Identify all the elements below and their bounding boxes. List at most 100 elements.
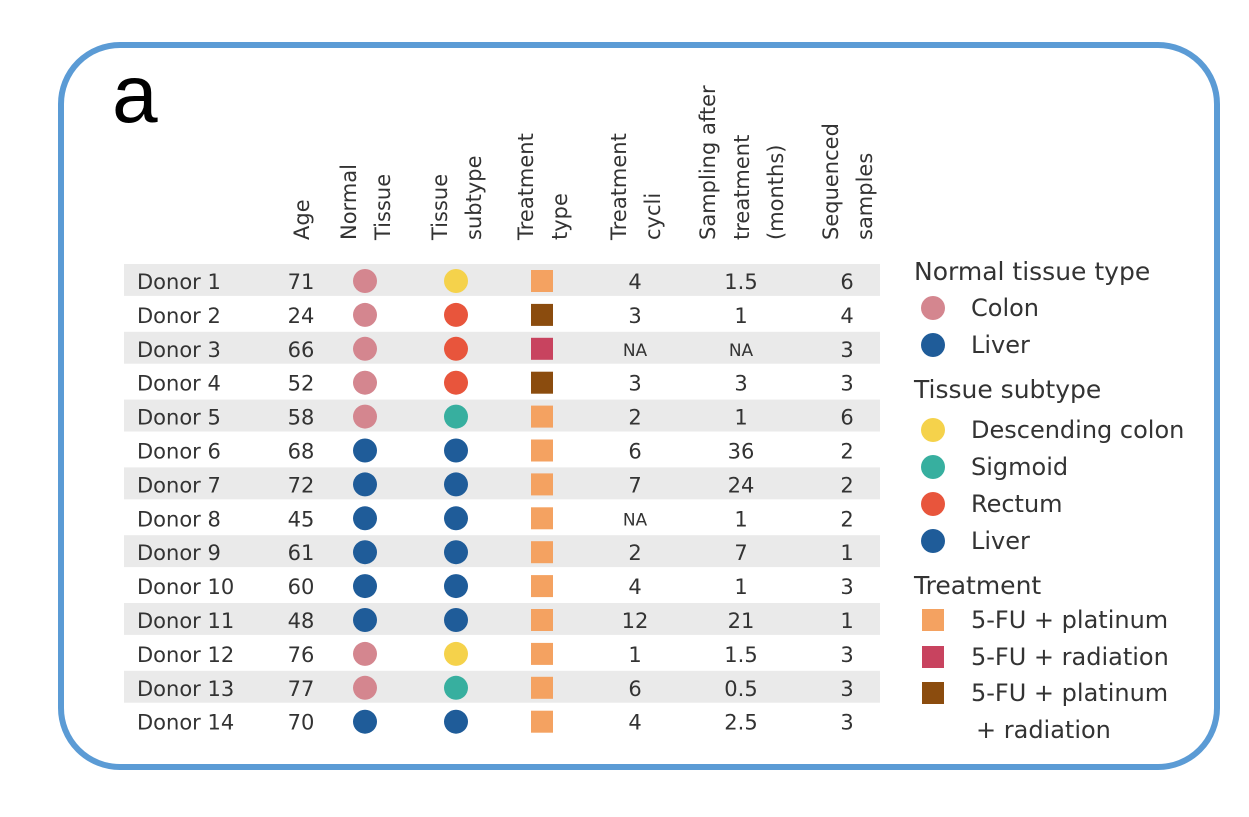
cell-treatment_cycli: 3: [628, 372, 641, 396]
normal-tissue-marker: [353, 269, 377, 293]
cell-age: 77: [288, 677, 315, 701]
normal-tissue-marker: [353, 574, 377, 599]
cell-sequenced_samples: 3: [840, 711, 853, 735]
legend-marker: [921, 333, 945, 357]
legend-label: Liver: [971, 331, 1030, 359]
donor-label: Donor 9: [137, 541, 221, 565]
cell-age: 58: [288, 406, 315, 430]
cell-age: 61: [288, 541, 315, 565]
row-stripe: [124, 535, 880, 568]
tissue-subtype-marker: [444, 336, 468, 361]
column-header-sequenced_samples: samples: [853, 153, 877, 240]
column-header-treatment_cycli: Treatment: [607, 133, 631, 241]
normal-tissue-marker: [353, 608, 377, 632]
treatment-marker: [531, 371, 553, 394]
normal-tissue-marker: [353, 302, 377, 327]
cell-treatment_cycli: 12: [622, 609, 649, 633]
treatment-marker: [531, 337, 553, 360]
cell-treatment_cycli: 1: [628, 643, 641, 667]
cell-treatment_cycli: 4: [628, 711, 641, 735]
donor-label: Donor 6: [137, 440, 221, 464]
treatment-marker: [531, 473, 553, 496]
cell-sampling_after_treatment: 7: [734, 541, 747, 565]
legend-marker: [921, 296, 945, 320]
treatment-marker: [531, 609, 553, 631]
column-header-normal_tissue: Normal: [337, 164, 361, 240]
donor-label: Donor 13: [137, 677, 234, 701]
row-stripe: [124, 264, 880, 296]
column-header-sampling_after_treatment: (months): [764, 145, 788, 240]
cell-treatment_cycli: 2: [628, 406, 641, 430]
cell-age: 66: [288, 338, 315, 362]
normal-tissue-marker: [353, 472, 377, 497]
tissue-subtype-marker: [444, 269, 468, 293]
cell-treatment_cycli: 6: [628, 440, 641, 464]
donor-label: Donor 7: [137, 473, 221, 497]
cell-sequenced_samples: 3: [840, 372, 853, 396]
cell-sampling_after_treatment: 1: [734, 575, 747, 599]
normal-tissue-marker: [353, 404, 377, 429]
donor-label: Donor 14: [137, 711, 234, 735]
normal-tissue-marker: [353, 506, 377, 531]
treatment-marker: [531, 541, 553, 564]
treatment-marker: [531, 303, 553, 326]
legend-title: Treatment: [913, 571, 1041, 600]
cell-age: 24: [288, 304, 315, 328]
cell-sampling_after_treatment: 2.5: [724, 711, 757, 735]
legend-label: 5-FU + radiation: [971, 643, 1169, 671]
cell-sequenced_samples: 1: [840, 609, 853, 633]
donor-label: Donor 11: [137, 609, 234, 633]
legend-marker: [921, 418, 945, 442]
cell-treatment_cycli: 2: [628, 541, 641, 565]
cell-age: 70: [288, 711, 315, 735]
legend-label: Colon: [971, 294, 1039, 322]
normal-tissue-marker: [353, 641, 377, 666]
cell-sequenced_samples: 3: [840, 338, 853, 362]
cell-treatment_cycli: 4: [628, 575, 641, 599]
tissue-subtype-marker: [444, 608, 468, 632]
cell-sampling_after_treatment: 3: [734, 372, 747, 396]
tissue-subtype-marker: [444, 506, 468, 531]
cell-sequenced_samples: 3: [840, 677, 853, 701]
column-header-normal_tissue: Tissue: [371, 174, 395, 241]
normal-tissue-marker: [353, 370, 377, 395]
legend-label: Liver: [971, 527, 1030, 555]
cell-sampling_after_treatment: 0.5: [724, 677, 757, 701]
normal-tissue-marker: [353, 438, 377, 463]
donor-label: Donor 1: [137, 270, 221, 294]
tissue-subtype-marker: [444, 540, 468, 565]
legend-label: Rectum: [971, 490, 1063, 518]
normal-tissue-marker: [353, 540, 377, 565]
donor-label: Donor 12: [137, 643, 234, 667]
tissue-subtype-marker: [444, 370, 468, 395]
column-header-tissue_subtype: subtype: [462, 156, 486, 241]
treatment-marker: [531, 507, 553, 530]
normal-tissue-marker: [353, 336, 377, 361]
cell-sampling_after_treatment: 36: [728, 440, 755, 464]
row-stripe: [124, 603, 880, 635]
cell-sampling_after_treatment: 1: [734, 406, 747, 430]
tissue-subtype-marker: [444, 302, 468, 327]
tissue-subtype-marker: [444, 574, 468, 599]
cell-age: 71: [288, 270, 315, 294]
treatment-marker: [531, 676, 553, 699]
tissue-subtype-marker: [444, 472, 468, 497]
tissue-subtype-marker: [444, 641, 468, 666]
cell-treatment_cycli: 3: [628, 304, 641, 328]
cell-age: 48: [288, 609, 315, 633]
column-header-age: Age: [290, 199, 314, 240]
treatment-marker: [531, 439, 553, 462]
donor-label: Donor 10: [137, 575, 234, 599]
cell-sequenced_samples: 2: [840, 507, 853, 531]
cell-sequenced_samples: 2: [840, 473, 853, 497]
legend-marker: [921, 529, 945, 553]
tissue-subtype-marker: [444, 404, 468, 429]
column-header-treatment_type: Treatment: [514, 133, 538, 241]
cell-sampling_after_treatment: 21: [728, 609, 755, 633]
donor-label: Donor 2: [137, 304, 221, 328]
column-header-treatment_type: type: [548, 193, 572, 240]
row-stripe: [124, 331, 880, 364]
cell-sampling_after_treatment: 1: [734, 507, 747, 531]
donor-label: Donor 5: [137, 406, 221, 430]
column-header-sequenced_samples: Sequenced: [819, 123, 843, 240]
